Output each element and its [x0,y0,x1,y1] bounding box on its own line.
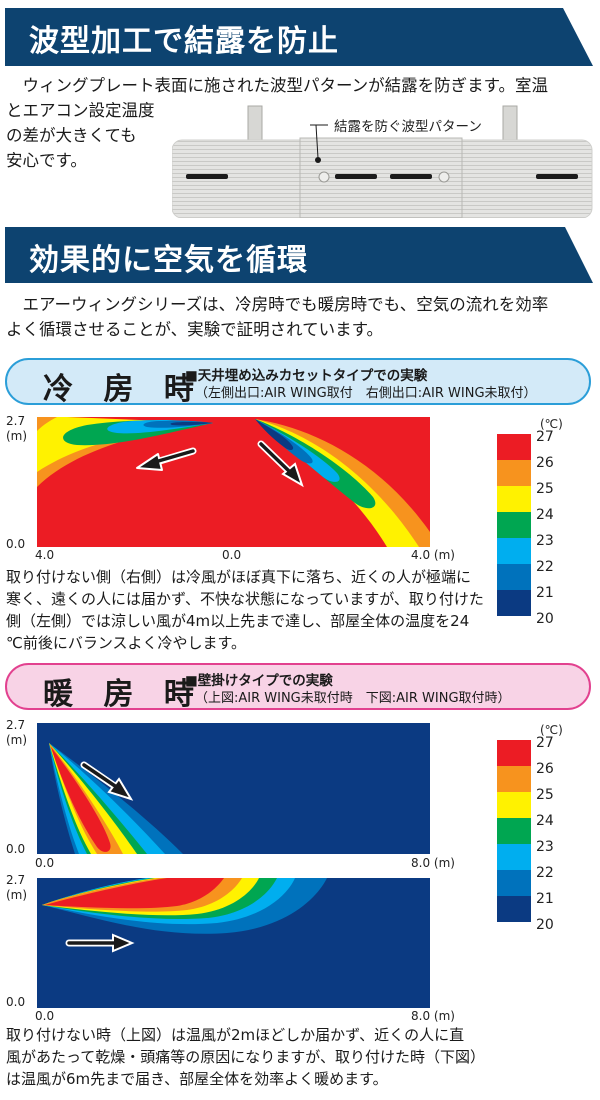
section-header-condensation: 波型加工で結露を防止 [5,8,593,66]
legend-swatch-21 [497,896,531,922]
airflow-arrow-right [257,440,304,488]
airflow-arrow-down-right [80,761,134,801]
legend-swatch-23 [497,844,531,870]
heating-heatmap-without-airwing [37,723,430,854]
legend-tick: 23 [536,839,554,855]
circulation-line-1: エアーウィングシリーズは、冷房時でも暖房時でも、空気の流れを効率 [6,295,549,314]
legend-tick: 27 [536,735,554,751]
legend-tick: 27 [536,429,554,445]
legend-tick: 26 [536,761,554,777]
legend-tick: 22 [536,865,554,881]
legend-swatch-25 [497,486,531,512]
airflow-arrow-left [136,447,197,471]
heating-temperature-legend: (℃) 27 26 25 24 23 22 21 20 [480,723,590,938]
heating-desc-line-2: 風があたって乾燥・頭痛等の原因になりますが、取り付けた時（下図） [6,1048,485,1066]
cooling-temperature-legend: (℃) 27 26 25 24 23 22 21 20 [480,417,590,627]
x-axis-right: 8.0 (m) [411,856,455,870]
section-title: 波型加工で結露を防止 [29,24,339,59]
legend-swatch-24 [497,818,531,844]
intro-line-2: とエアコン設定温度 [6,101,155,120]
cooling-experiment-type: ■天井埋め込みカセットタイプでの実験 [185,368,428,384]
cooling-mode-header: 冷 房 時 ■天井埋め込みカセットタイプでの実験 （左側出口:AIR WING取… [5,358,591,407]
legend-swatch-21 [497,590,531,616]
heating-desc-line-3: は温風が6m先まで届き、部屋全体を効率よく暖めます。 [6,1070,388,1088]
y-axis-bottom: 0.0 [6,995,26,1009]
cooling-desc-line-1: 取り付けない側（右側）は冷風がほぼ真下に落ち、近くの人が極端に [6,568,472,586]
legend-swatch-27 [497,740,531,766]
legend-swatch-26 [497,766,531,792]
y-axis-unit: (m) [6,733,28,747]
legend-tick: 21 [536,585,554,601]
y-axis-top: 2.7 [6,718,26,732]
y-axis-top: 2.7 [6,414,26,428]
legend-unit: (℃) [540,417,563,431]
legend-tick: 21 [536,891,554,907]
legend-tick: 23 [536,533,554,549]
x-axis-left: 4.0 [35,548,55,562]
legend-swatch-25 [497,792,531,818]
legend-tick: 20 [536,611,554,627]
y-axis-unit: (m) [6,429,28,443]
legend-tick: 25 [536,787,554,803]
legend-tick: 20 [536,917,554,933]
legend-unit: (℃) [540,723,563,737]
heating-mode-header: 暖 房 時 ■壁掛けタイプでの実験 （上図:AIR WING未取付時 下図:AI… [5,663,591,712]
x-axis-mid: 0.0 [222,548,242,562]
intro-line-1: ウィングプレート表面に施された波型パターンが結露を防ぎます。室温 [6,76,549,95]
heating-desc-line-1: 取り付けない時（上図）は温風が2mほどしか届かず、近くの人に直 [6,1026,465,1044]
x-axis-left: 0.0 [35,856,55,870]
callout-label: 結露を防ぐ波型パターン [334,119,482,135]
heating-experiment-note: （上図:AIR WING未取付時 下図:AIR WING取付時） [195,691,511,706]
y-axis-bottom: 0.0 [6,537,26,551]
y-axis-top: 2.7 [6,873,26,887]
intro-line-4: 安心です。 [6,151,87,170]
legend-swatch-22 [497,870,531,896]
legend-tick: 25 [536,481,554,497]
legend-tick: 22 [536,559,554,575]
intro-line-3: の差が大きくても [6,126,137,145]
y-axis-unit: (m) [6,888,28,902]
heating-experiment-type: ■壁掛けタイプでの実験 [185,673,333,689]
cooling-heatmap [37,417,430,547]
cooling-desc-line-2: 寒く、遠くの人には届かず、不快な状態になっていますが、取り付けた [6,590,484,608]
header-band-shape [5,227,593,283]
x-axis-right: 8.0 (m) [411,1009,455,1023]
air-wing-product-image: 結露を防ぐ波型パターン [171,98,597,219]
section-header-circulation: 効果的に空気を循環 [5,227,593,285]
airflow-arrow-right [65,933,135,953]
y-axis-bottom: 0.0 [6,842,26,856]
cooling-experiment-note: （左側出口:AIR WING取付 右側出口:AIR WING未取付） [195,386,537,401]
cooling-label: 冷 房 時 [43,372,204,407]
legend-swatch-22 [497,564,531,590]
legend-swatch-24 [497,512,531,538]
heating-label: 暖 房 時 [43,677,204,712]
legend-swatch-26 [497,460,531,486]
legend-swatch-23 [497,538,531,564]
section-title: 効果的に空気を循環 [29,243,308,278]
circulation-line-2: よく循環させることが、実験で証明されています。 [6,320,384,339]
legend-swatch-27 [497,434,531,460]
heating-heatmap-with-airwing [37,878,430,1008]
x-axis-left: 0.0 [35,1009,55,1023]
cooling-desc-line-3: 側（左側）では涼しい風が4m以上先まで達し、部屋全体の温度を24 [6,612,470,630]
x-axis-right: 4.0 (m) [411,548,455,562]
legend-tick: 24 [536,507,554,523]
cooling-desc-line-4: ℃前後にバランスよく冷やします。 [6,634,247,652]
header-band-shape [5,8,593,66]
legend-tick: 26 [536,455,554,471]
legend-tick: 24 [536,813,554,829]
